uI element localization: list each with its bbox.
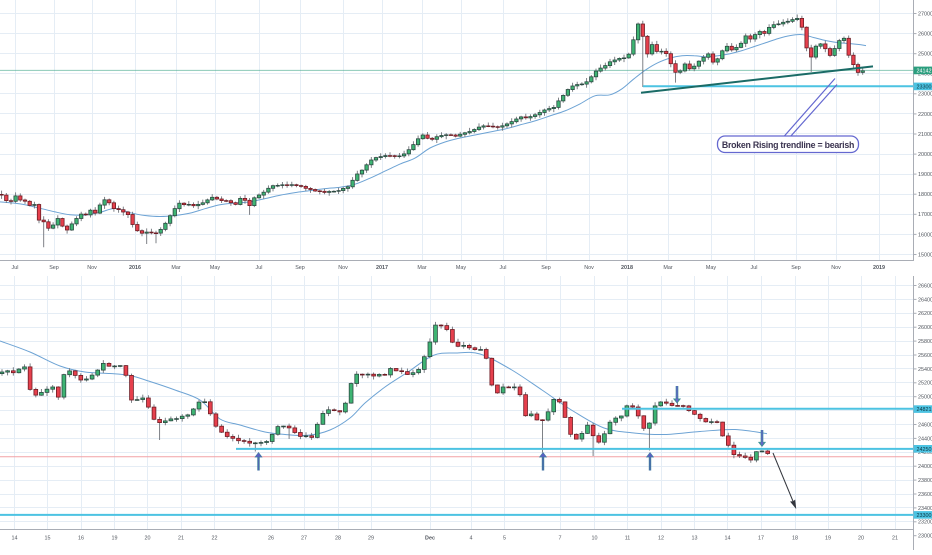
svg-text:18: 18	[792, 536, 798, 542]
svg-text:26000: 26000	[918, 32, 932, 38]
svg-text:May: May	[210, 265, 220, 271]
svg-text:2018: 2018	[621, 265, 633, 271]
svg-text:Jul: Jul	[12, 265, 19, 271]
svg-text:23000: 23000	[918, 92, 932, 98]
svg-text:16000: 16000	[918, 232, 932, 238]
svg-text:15: 15	[45, 536, 51, 542]
svg-text:25800: 25800	[918, 339, 932, 345]
svg-text:Nov: Nov	[831, 265, 841, 271]
svg-text:Mar: Mar	[663, 265, 672, 271]
svg-text:24600: 24600	[918, 422, 932, 428]
svg-text:26: 26	[268, 536, 274, 542]
svg-text:Sep: Sep	[541, 265, 551, 271]
svg-text:24142: 24142	[917, 69, 932, 75]
svg-text:21: 21	[178, 536, 184, 542]
svg-text:2017: 2017	[376, 265, 388, 271]
svg-text:Broken Rising trendline = bear: Broken Rising trendline = bearish	[722, 140, 854, 150]
svg-text:25600: 25600	[918, 353, 932, 359]
svg-text:15000: 15000	[918, 252, 932, 258]
svg-text:24400: 24400	[918, 436, 932, 442]
svg-text:5: 5	[503, 536, 506, 542]
svg-text:14: 14	[12, 536, 18, 542]
svg-text:4: 4	[470, 536, 473, 542]
svg-text:29: 29	[368, 536, 374, 542]
svg-text:25000: 25000	[918, 395, 932, 401]
svg-text:17: 17	[758, 536, 764, 542]
svg-text:27000: 27000	[918, 11, 932, 17]
svg-text:23300: 23300	[917, 513, 932, 519]
svg-text:23000: 23000	[918, 534, 932, 540]
svg-text:13: 13	[692, 536, 698, 542]
svg-text:10: 10	[592, 536, 598, 542]
svg-text:26600: 26600	[918, 283, 932, 289]
svg-text:23300: 23300	[917, 85, 932, 91]
svg-text:2019: 2019	[873, 265, 885, 271]
svg-text:25200: 25200	[918, 381, 932, 387]
svg-text:25400: 25400	[918, 367, 932, 373]
svg-text:2016: 2016	[129, 265, 141, 271]
svg-text:20: 20	[858, 536, 864, 542]
svg-text:Mar: Mar	[171, 265, 180, 271]
svg-text:Nov: Nov	[584, 265, 594, 271]
svg-text:May: May	[706, 265, 716, 271]
svg-text:19: 19	[112, 536, 118, 542]
svg-text:Dec: Dec	[425, 536, 435, 542]
svg-text:20000: 20000	[918, 152, 932, 158]
svg-text:26000: 26000	[918, 325, 932, 331]
svg-text:Mar: Mar	[417, 265, 426, 271]
svg-text:25000: 25000	[918, 52, 932, 58]
svg-text:23200: 23200	[918, 520, 932, 526]
svg-text:Jul: Jul	[751, 265, 758, 271]
svg-text:Jul: Jul	[256, 265, 263, 271]
svg-text:14: 14	[725, 536, 731, 542]
svg-text:Sep: Sep	[49, 265, 59, 271]
svg-text:May: May	[456, 265, 466, 271]
svg-text:22000: 22000	[918, 112, 932, 118]
svg-text:11: 11	[625, 536, 631, 542]
svg-text:17000: 17000	[918, 212, 932, 218]
svg-text:24250: 24250	[917, 447, 932, 453]
svg-text:22: 22	[212, 536, 218, 542]
svg-text:Sep: Sep	[791, 265, 801, 271]
svg-text:23800: 23800	[918, 478, 932, 484]
svg-text:24000: 24000	[918, 464, 932, 470]
svg-text:24821: 24821	[917, 407, 932, 413]
svg-text:28: 28	[335, 536, 341, 542]
svg-text:7: 7	[559, 536, 562, 542]
svg-text:21000: 21000	[918, 132, 932, 138]
svg-text:26400: 26400	[918, 297, 932, 303]
svg-text:Nov: Nov	[87, 265, 97, 271]
svg-text:20: 20	[145, 536, 151, 542]
svg-text:23600: 23600	[918, 492, 932, 498]
svg-text:27: 27	[301, 536, 307, 542]
svg-text:12: 12	[658, 536, 664, 542]
svg-text:26200: 26200	[918, 311, 932, 317]
svg-text:19: 19	[825, 536, 831, 542]
svg-text:16: 16	[78, 536, 84, 542]
svg-text:23400: 23400	[918, 506, 932, 512]
svg-text:Sep: Sep	[295, 265, 305, 271]
svg-text:Nov: Nov	[338, 265, 348, 271]
svg-text:21: 21	[892, 536, 898, 542]
svg-text:Jul: Jul	[500, 265, 507, 271]
svg-text:18000: 18000	[918, 192, 932, 198]
svg-text:19000: 19000	[918, 172, 932, 178]
